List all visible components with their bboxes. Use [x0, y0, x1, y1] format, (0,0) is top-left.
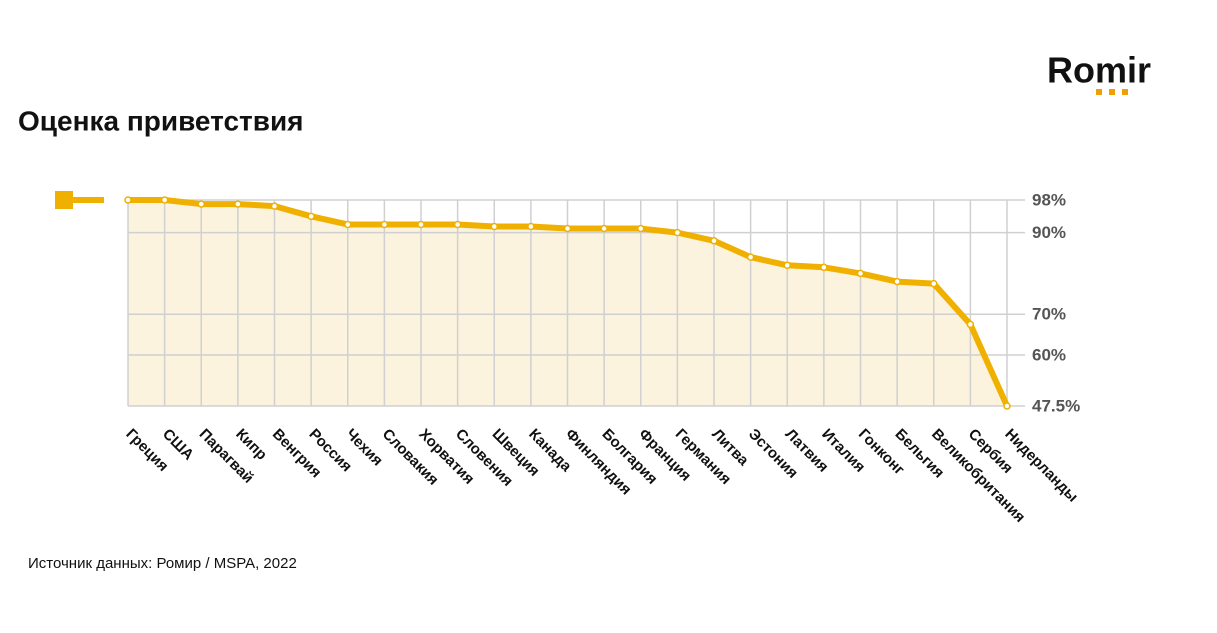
y-tick-label: 90% [1032, 223, 1066, 242]
y-tick-label: 70% [1032, 305, 1066, 324]
point [746, 253, 755, 261]
source-note: Источник данных: Ромир / MSPA, 2022 [28, 555, 297, 572]
point [893, 277, 901, 286]
legend-marker [55, 191, 104, 209]
point [930, 279, 938, 288]
point [453, 220, 462, 229]
point [160, 196, 169, 204]
point [820, 263, 828, 272]
point [783, 261, 791, 270]
point [563, 224, 572, 233]
chart-title: Оценка приветствия [18, 105, 304, 136]
point [380, 220, 389, 229]
logo-dots [1096, 89, 1128, 95]
logo: Romir [1047, 50, 1151, 91]
point [197, 200, 205, 208]
point [527, 222, 535, 231]
point [637, 224, 645, 233]
point [270, 202, 279, 210]
point [234, 200, 242, 208]
point [1003, 402, 1011, 410]
y-tick-label: 47.5% [1032, 396, 1080, 415]
point [673, 228, 682, 237]
y-tick-label: 60% [1032, 345, 1066, 364]
point [124, 196, 132, 204]
point [600, 224, 608, 233]
y-tick-label: 98% [1032, 190, 1066, 209]
point [307, 212, 315, 221]
point [344, 220, 352, 229]
point [966, 320, 975, 329]
point [490, 222, 498, 231]
point [710, 237, 718, 245]
point [417, 220, 425, 229]
point [856, 269, 865, 278]
